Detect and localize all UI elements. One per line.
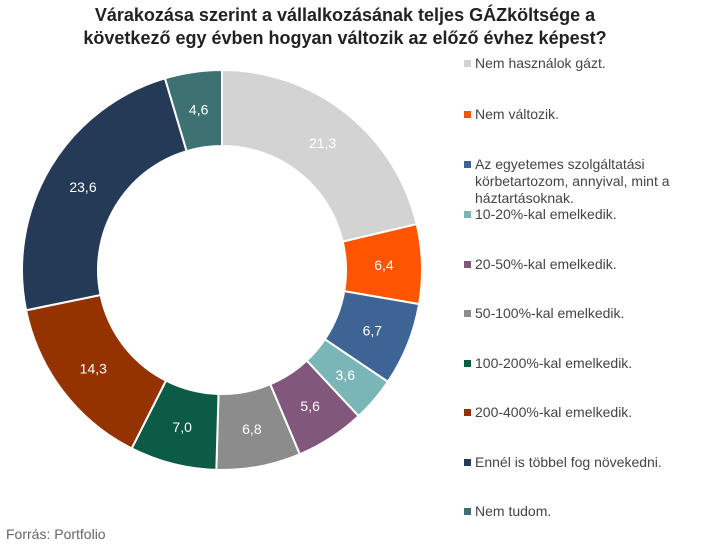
donut-slice-value-label: 3,6 xyxy=(336,367,356,383)
chart-title: Várakozása szerint a vállalkozásának tel… xyxy=(0,4,690,50)
donut-slice-value-label: 23,6 xyxy=(69,179,96,195)
legend-label: 10-20%-kal emelkedik. xyxy=(475,206,617,222)
chart-title-line-2: következő egy évben hogyan változik az e… xyxy=(83,28,607,48)
donut-slice-1 xyxy=(221,68,418,243)
legend-label: Az egyetemes szolgáltatási körbetartozom… xyxy=(475,156,670,206)
legend-label: 200-400%-kal emelkedik. xyxy=(475,404,633,420)
legend-label: Nem változik. xyxy=(475,106,560,122)
donut-slice-9 xyxy=(21,77,188,312)
donut-slice-value-label: 4,6 xyxy=(189,102,209,118)
legend-swatch xyxy=(464,211,471,218)
donut-slice-value-label: 7,0 xyxy=(172,419,192,435)
donut-slice-value-label: 6,7 xyxy=(363,322,383,338)
donut-slice-value-label: 21,3 xyxy=(309,135,336,151)
donut-slice-value-label: 6,8 xyxy=(242,421,262,437)
legend-label: Nem használok gázt. xyxy=(475,55,606,71)
legend-label: 50-100%-kal emelkedik. xyxy=(475,305,625,321)
source-note: Forrás: Portfolio xyxy=(6,526,106,542)
legend-swatch xyxy=(464,261,471,268)
donut-slice-value-label: 6,4 xyxy=(374,257,394,273)
legend-swatch xyxy=(464,360,471,367)
legend-label: Ennél is többel fog növekedni. xyxy=(475,454,662,470)
donut-slice-value-label: 14,3 xyxy=(80,360,107,376)
legend-swatch xyxy=(464,409,471,416)
legend-label: 100-200%-kal emelkedik. xyxy=(475,355,633,371)
legend-swatch xyxy=(464,60,471,67)
legend-swatch xyxy=(464,161,471,168)
legend-swatch xyxy=(464,459,471,466)
donut-slice-10 xyxy=(163,68,223,153)
chart-title-line-1: Várakozása szerint a vállalkozásának tel… xyxy=(94,5,596,25)
legend-swatch xyxy=(464,508,471,515)
legend-label: Nem tudom. xyxy=(475,503,552,519)
legend-label: 20-50%-kal emelkedik. xyxy=(475,256,617,272)
donut-slice-value-label: 5,6 xyxy=(300,398,320,414)
legend-swatch xyxy=(464,111,471,118)
legend-swatch xyxy=(464,310,471,317)
